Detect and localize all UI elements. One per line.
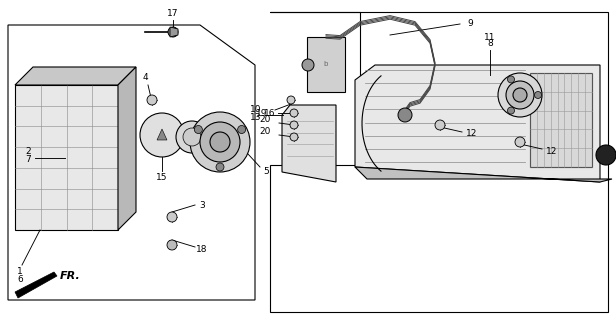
- Circle shape: [200, 122, 240, 162]
- Polygon shape: [118, 67, 136, 230]
- Circle shape: [535, 92, 541, 99]
- Circle shape: [508, 76, 514, 83]
- Circle shape: [216, 163, 224, 171]
- Polygon shape: [355, 167, 612, 182]
- Circle shape: [290, 109, 298, 117]
- Bar: [530, 73, 592, 167]
- Text: 15: 15: [156, 173, 168, 182]
- Circle shape: [176, 121, 208, 153]
- Text: 1: 1: [17, 268, 23, 276]
- Text: 4: 4: [142, 73, 148, 82]
- Circle shape: [596, 145, 616, 165]
- Circle shape: [435, 120, 445, 130]
- Text: 18: 18: [197, 245, 208, 254]
- Text: 3: 3: [199, 201, 205, 210]
- Text: 2: 2: [25, 148, 31, 156]
- Polygon shape: [15, 272, 57, 298]
- Text: 13: 13: [250, 114, 262, 123]
- Circle shape: [506, 81, 534, 109]
- Circle shape: [498, 73, 542, 117]
- Text: 10: 10: [250, 106, 262, 115]
- Polygon shape: [15, 85, 118, 230]
- Text: 16: 16: [264, 108, 276, 117]
- Polygon shape: [157, 129, 167, 140]
- Circle shape: [190, 112, 250, 172]
- Circle shape: [287, 96, 295, 104]
- Circle shape: [195, 125, 202, 133]
- Text: 5: 5: [263, 167, 269, 177]
- Text: 11: 11: [484, 33, 496, 42]
- Circle shape: [210, 132, 230, 152]
- Circle shape: [167, 212, 177, 222]
- Circle shape: [140, 113, 184, 157]
- Polygon shape: [15, 67, 136, 85]
- Circle shape: [147, 95, 157, 105]
- Circle shape: [238, 125, 246, 133]
- Text: 8: 8: [487, 39, 493, 49]
- Bar: [307, 37, 345, 92]
- Circle shape: [290, 121, 298, 129]
- Polygon shape: [355, 65, 600, 182]
- Circle shape: [167, 240, 177, 250]
- Text: 9: 9: [467, 19, 473, 28]
- Text: 19: 19: [256, 108, 267, 117]
- Text: 17: 17: [168, 9, 179, 18]
- Circle shape: [290, 133, 298, 141]
- Polygon shape: [170, 27, 178, 37]
- Text: 7: 7: [25, 156, 31, 164]
- Text: 20: 20: [259, 127, 271, 137]
- Text: 12: 12: [546, 147, 557, 156]
- Circle shape: [168, 27, 178, 37]
- Circle shape: [515, 137, 525, 147]
- Circle shape: [302, 59, 314, 71]
- Text: FR.: FR.: [60, 271, 81, 281]
- Circle shape: [513, 88, 527, 102]
- Text: 20: 20: [259, 116, 271, 124]
- Circle shape: [183, 128, 201, 146]
- Circle shape: [508, 107, 514, 114]
- Polygon shape: [282, 105, 336, 182]
- Text: 12: 12: [466, 130, 477, 139]
- Text: b: b: [324, 61, 328, 67]
- Text: 6: 6: [17, 276, 23, 284]
- Circle shape: [398, 108, 412, 122]
